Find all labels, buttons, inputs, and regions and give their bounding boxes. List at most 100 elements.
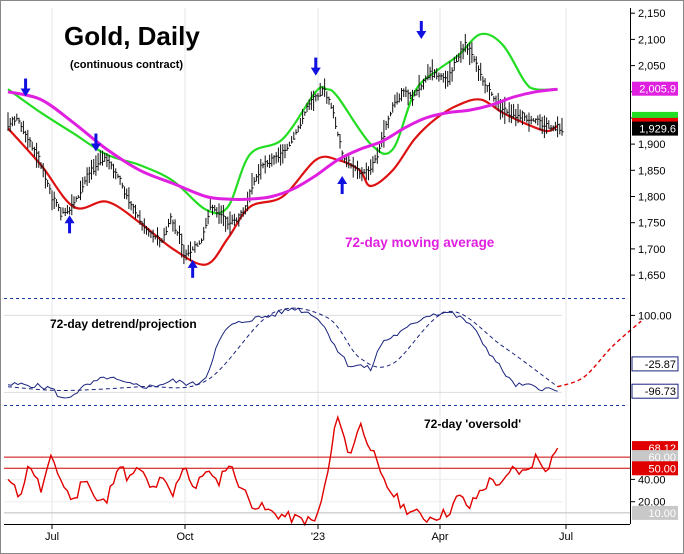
y-tick-label: 1,900: [638, 139, 666, 151]
price-bar: [486, 85, 489, 93]
price-bar: [227, 216, 230, 230]
price-bar: [91, 159, 94, 180]
arrow-up-icon: [187, 259, 198, 278]
price-bar: [161, 238, 164, 243]
price-bar: [451, 67, 454, 82]
price-bar: [482, 76, 485, 86]
price-bar: [121, 182, 124, 189]
price-bar: [464, 33, 467, 53]
price-bar: [126, 188, 129, 200]
price-bar: [143, 218, 146, 234]
arrow-down-icon: [310, 57, 321, 76]
price-bar: [475, 56, 478, 72]
price-bar: [42, 163, 45, 178]
price-bar: [266, 160, 269, 168]
price-bar: [73, 196, 76, 209]
price-bar: [438, 72, 441, 82]
price-bar: [308, 99, 311, 110]
price-bar: [82, 177, 85, 193]
price-bar: [519, 109, 522, 121]
ma-value-label: 2,005.9: [632, 81, 678, 96]
price-bar: [71, 194, 74, 216]
price-bar: [187, 244, 190, 257]
upper-band-marker: [632, 111, 678, 118]
price-bar: [517, 103, 520, 124]
price-bar: [528, 112, 531, 132]
price-bar: [244, 205, 247, 215]
price-bar: [442, 73, 445, 83]
price-bar: [530, 115, 533, 125]
price-bar: [135, 204, 138, 219]
price-bar: [324, 78, 327, 97]
price-bar: [179, 225, 182, 244]
detrend-title: 72-day detrend/projection: [50, 317, 197, 331]
price-bar: [550, 124, 553, 132]
moving-average-annotation: 72-day moving average: [345, 235, 495, 250]
price-bar: [313, 90, 316, 111]
price-bar: [401, 88, 404, 102]
svg-text:60.00: 60.00: [648, 452, 676, 464]
price-bar: [310, 91, 313, 110]
price-bar: [205, 217, 208, 229]
price-bar: [330, 102, 333, 109]
price-bar: [225, 216, 228, 232]
price-bar: [449, 61, 452, 85]
price-bar: [445, 70, 448, 89]
price-bar: [539, 114, 542, 131]
price-bar: [60, 207, 63, 221]
price-bar: [403, 88, 406, 97]
oversold-panel: [4, 414, 630, 527]
price-bar: [150, 231, 153, 239]
x-tick-label: '23: [311, 531, 325, 543]
price-bar: [97, 153, 100, 171]
price-bar: [115, 168, 118, 180]
price-bar: [218, 203, 221, 224]
price-bar: [306, 102, 309, 112]
price-bar: [491, 91, 494, 96]
price-bar: [414, 90, 417, 97]
lower-band-marker: [632, 114, 678, 125]
y-tick-label: 1,850: [638, 165, 666, 177]
price-bar: [40, 162, 43, 169]
price-bar: [502, 100, 505, 118]
y-tick-label: 1,800: [638, 192, 666, 204]
price-bar: [480, 62, 483, 81]
price-bar: [108, 155, 111, 170]
x-tick-label: Jul: [45, 531, 59, 543]
price-bar: [425, 75, 428, 83]
price-bar: [460, 41, 463, 63]
price-bar: [385, 120, 388, 130]
price-bar: [209, 199, 212, 210]
arrow-up-icon: [337, 176, 348, 195]
price-bar: [216, 207, 219, 218]
y-tick-label: 1,650: [638, 270, 666, 282]
price-bar: [467, 44, 470, 55]
price-bar: [561, 117, 564, 136]
price-bar: [284, 144, 287, 159]
price-bar: [453, 56, 456, 71]
price-bar: [372, 156, 375, 173]
price-bar: [176, 230, 179, 236]
price-bar: [18, 117, 21, 124]
price-bar: [471, 42, 474, 64]
price-bar: [510, 104, 513, 124]
price-bar: [258, 164, 261, 184]
svg-text:1,929.6: 1,929.6: [639, 124, 676, 136]
price-bar: [321, 86, 324, 96]
price-bar: [302, 109, 305, 125]
price-bar: [291, 136, 294, 144]
svg-text:50.00: 50.00: [648, 463, 676, 475]
price-bar: [260, 158, 263, 180]
price-bar: [128, 187, 131, 209]
price-bar: [326, 91, 329, 104]
moving-average-line: [7, 87, 558, 201]
price-bars: [7, 33, 564, 265]
price-bar: [44, 170, 47, 189]
price-bar: [69, 206, 72, 215]
price-bar: [49, 184, 52, 195]
price-bar: [418, 74, 421, 98]
price-bar: [484, 78, 487, 94]
price-bar: [22, 120, 25, 135]
price-bar: [231, 214, 234, 225]
